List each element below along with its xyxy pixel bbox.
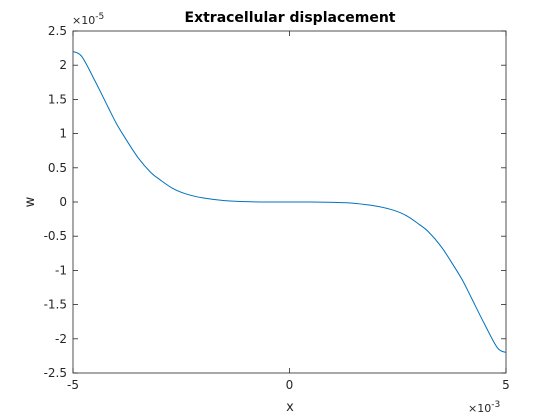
y-tick-label: 2.5 xyxy=(48,24,67,38)
y-axis-multiplier-base: ×10 xyxy=(72,14,95,27)
x-axis-multiplier-base: ×10 xyxy=(468,402,491,415)
y-tick-label: -0.5 xyxy=(44,229,67,243)
y-tick-label: 0 xyxy=(59,195,67,209)
y-tick-label: 0.5 xyxy=(48,161,67,175)
x-axis-ticks: -5 0 5 xyxy=(67,31,510,392)
x-tick-label: 0 xyxy=(286,378,294,392)
x-axis-label: x xyxy=(286,400,294,415)
x-axis-multiplier: ×10-3 xyxy=(468,400,500,415)
chart-title: Extracellular displacement xyxy=(185,10,396,26)
y-axis-multiplier-exponent: -5 xyxy=(95,12,104,22)
y-tick-label: -2.5 xyxy=(44,366,67,380)
y-axis-multiplier: ×10-5 xyxy=(72,12,104,27)
y-tick-label: 2 xyxy=(59,58,67,72)
y-tick-label: 1 xyxy=(59,127,67,141)
y-tick-label: -1 xyxy=(55,263,67,277)
y-tick-label: -1.5 xyxy=(44,298,67,312)
y-tick-label: 1.5 xyxy=(48,92,67,106)
series-line xyxy=(72,51,507,353)
x-axis-multiplier-exponent: -3 xyxy=(491,400,500,410)
y-axis-label: w xyxy=(23,196,38,207)
x-tick-label: 5 xyxy=(502,378,510,392)
y-axis-ticks: 2.5 2 1.5 1 0.5 0 -0.5 -1 -1.5 -2 -2.5 xyxy=(44,24,506,380)
y-tick-label: -2 xyxy=(55,332,67,346)
x-tick-label: -5 xyxy=(67,378,79,392)
